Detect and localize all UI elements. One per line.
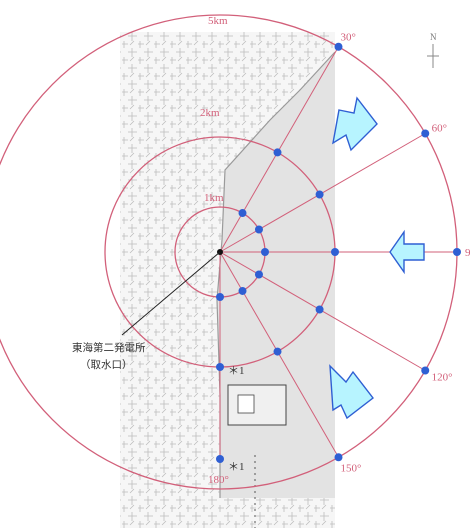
monitoring-point: [315, 190, 324, 199]
bearing-label-150: 150°: [341, 463, 362, 475]
monitoring-point: [273, 148, 282, 157]
ring-label-5km: 5km: [208, 15, 228, 27]
north-arrow: N: [427, 32, 439, 68]
monitoring-point: [334, 453, 343, 462]
bearing-labels: 30° 60° 90° 120° 150° 180°: [208, 31, 470, 486]
arrow-southeast: [329, 364, 374, 420]
monitoring-point: [421, 366, 430, 375]
marker-label-2: ＊1: [228, 461, 245, 473]
monitoring-point: [238, 209, 247, 218]
svg-text:N: N: [430, 32, 437, 42]
plant-building: [237, 394, 255, 414]
site-leader-line: [121, 251, 221, 336]
arrow-northeast: [332, 96, 378, 152]
marker-label-1: ＊1: [228, 365, 245, 377]
monitoring-point: [421, 129, 430, 138]
bearing-label-90: 90°: [465, 247, 470, 259]
bearing-label-180: 180°: [208, 474, 229, 486]
arrow-east: [389, 229, 425, 275]
monitoring-point: [273, 347, 282, 356]
monitoring-point: [254, 270, 263, 279]
monitoring-point: [254, 225, 263, 234]
monitoring-points: [216, 42, 461, 463]
ring-label-1km: 1km: [204, 192, 224, 204]
ring-label-2km: 2km: [200, 107, 220, 119]
site-sublabel: （取水口）: [80, 359, 133, 371]
monitoring-point: [238, 286, 247, 295]
monitoring-point: [216, 455, 224, 463]
monitoring-point: [216, 293, 224, 301]
monitoring-point: [216, 363, 224, 371]
base-map: [120, 32, 336, 528]
monitoring-point: [453, 248, 461, 256]
bearing-label-60: 60°: [432, 123, 447, 135]
bearing-label-120: 120°: [432, 372, 453, 384]
plant-facility: [227, 384, 287, 426]
monitoring-point: [261, 248, 269, 256]
bearing-label-30: 30°: [341, 31, 356, 43]
monitoring-point: [334, 42, 343, 51]
monitoring-point: [331, 248, 339, 256]
site-label: 東海第二発電所: [72, 341, 146, 354]
ring-labels: 1km 2km 5km: [200, 15, 228, 204]
monitoring-point: [315, 305, 324, 314]
